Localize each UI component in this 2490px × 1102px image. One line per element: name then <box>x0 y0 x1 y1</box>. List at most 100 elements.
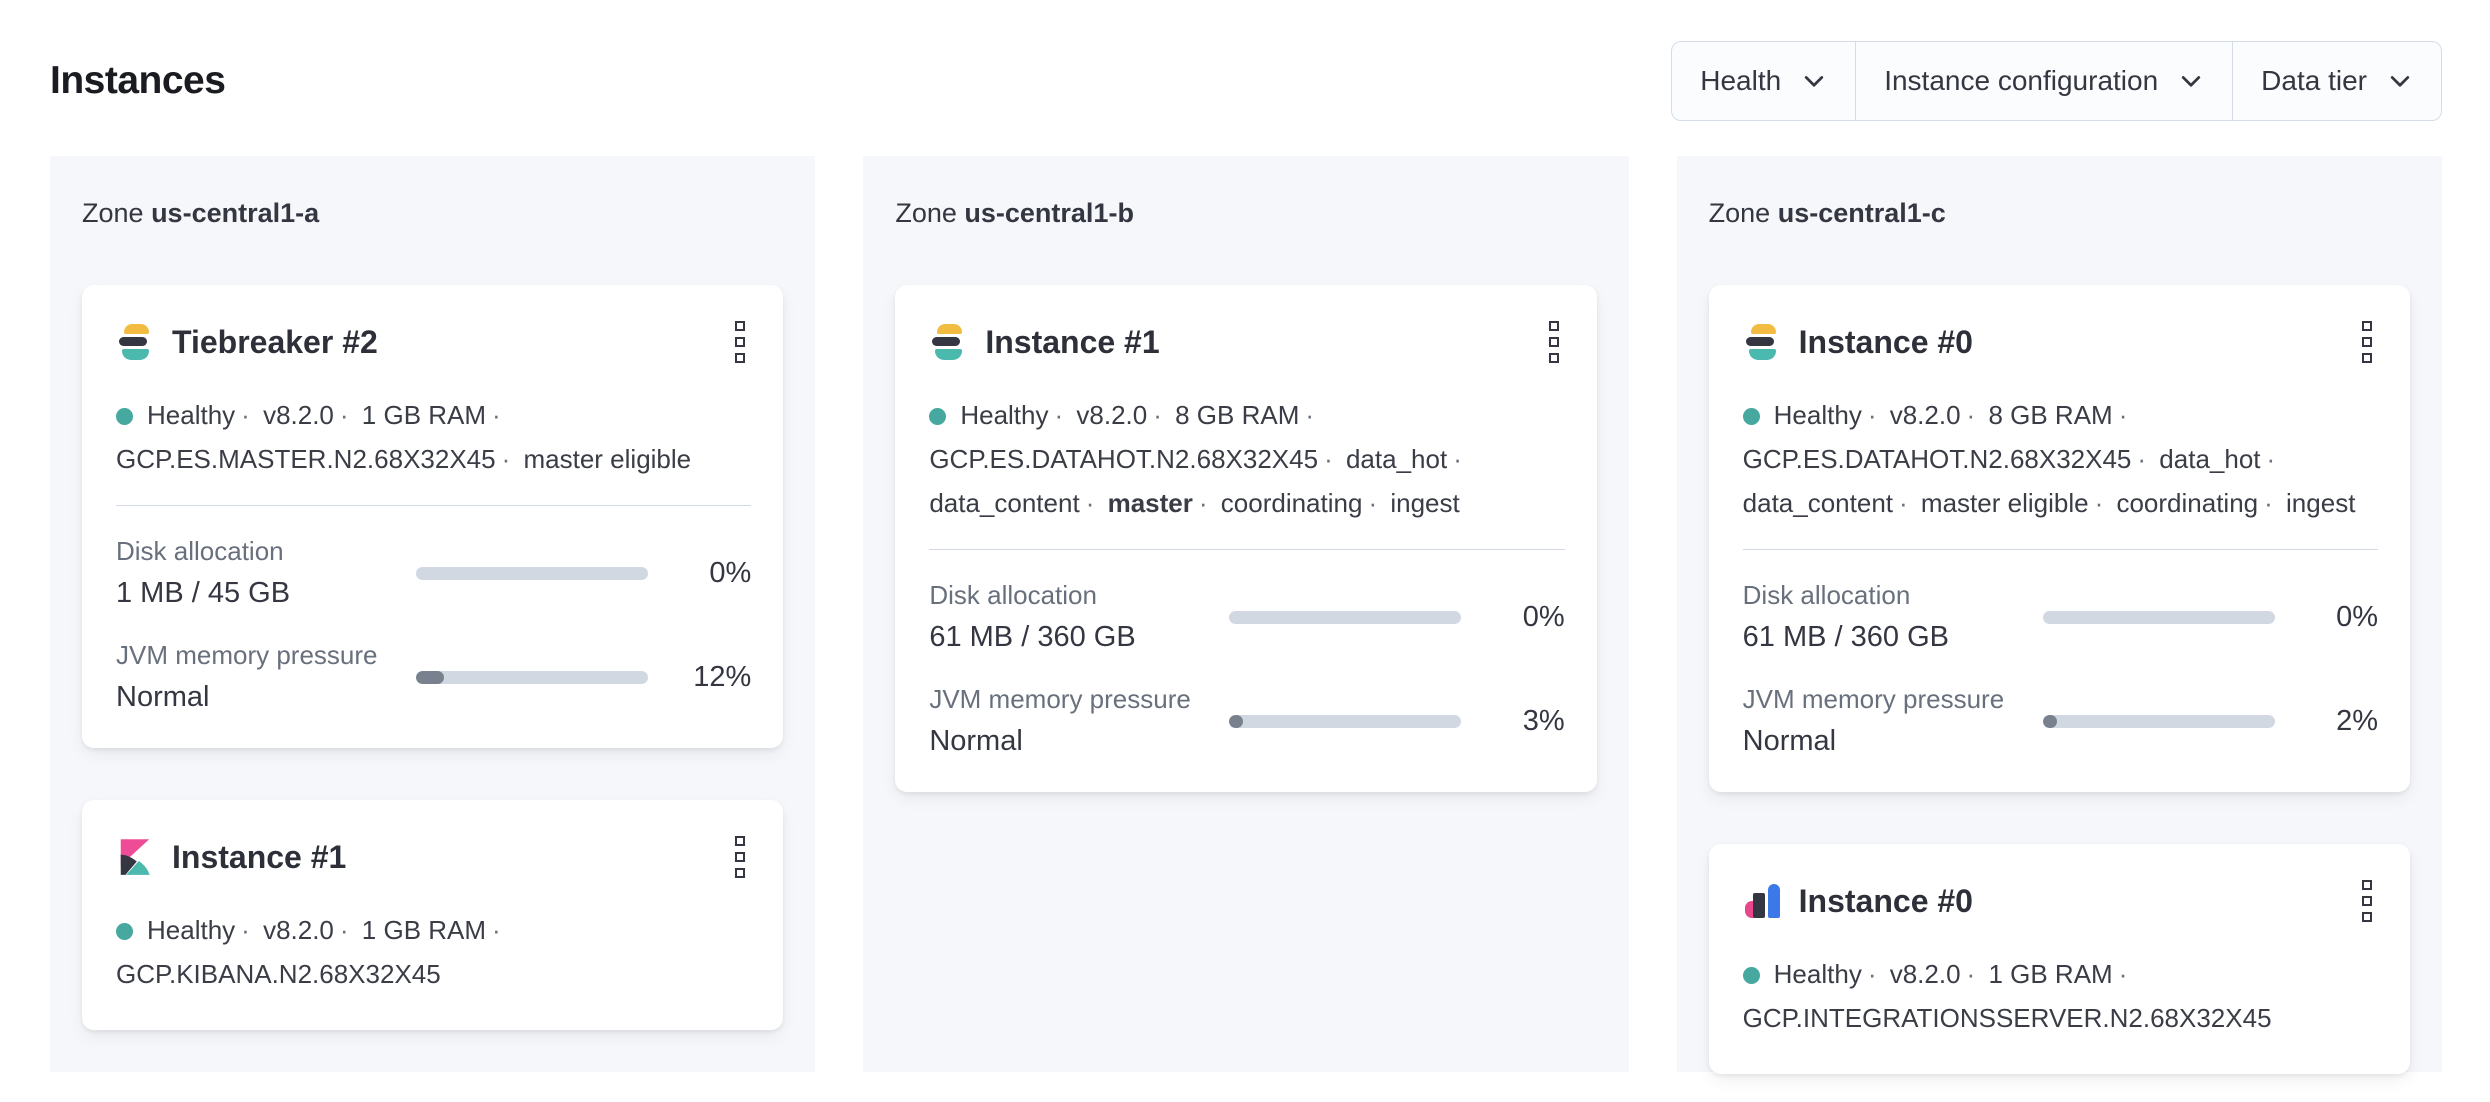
zone-us-central1-b: Zone us-central1-b Instance #1 Healthy · … <box>863 156 1629 1072</box>
instance-card: Instance #0 Healthy · v8.2.0 · 1 GB RAM · G… <box>1708 844 2410 1074</box>
elasticsearch-logo-icon <box>929 323 967 361</box>
health-status-dot <box>929 408 947 425</box>
metric-value: 1 MB / 45 GB <box>116 577 291 609</box>
metric-value: 61 MB / 360 GB <box>929 621 1136 653</box>
instance-title: Instance #1 <box>172 838 347 875</box>
kebab-menu-icon[interactable] <box>729 315 751 369</box>
page-header: Instances Health Instance configuration … <box>0 0 2490 126</box>
status-separator: · <box>2266 444 2276 474</box>
instance-status: Healthy · v8.2.0 · 1 GB RAM · GCP.INTEGRATI… <box>1742 952 2378 1040</box>
metric-value: Normal <box>1742 725 1837 757</box>
status-separator: · <box>1305 400 1315 430</box>
status-separator: · <box>241 400 250 430</box>
instance-title: Instance #0 <box>1798 882 1973 919</box>
zone-label: Zone us-central1-b <box>895 198 1596 229</box>
status-separator: · <box>339 400 349 430</box>
status-segment: v8.2.0 <box>263 915 334 945</box>
status-separator: · <box>1153 400 1162 430</box>
kebab-menu-icon[interactable] <box>729 830 751 884</box>
metric-row-disk: Disk allocation 61 MB / 360 GB 0% <box>1743 580 2378 654</box>
status-segment: v8.2.0 <box>1889 959 1961 989</box>
kebab-menu-icon[interactable] <box>2356 315 2378 369</box>
status-separator: · <box>339 915 349 945</box>
elasticsearch-logo-icon <box>116 323 154 361</box>
status-segment: v8.2.0 <box>263 400 334 430</box>
kebab-menu-icon[interactable] <box>1543 315 1565 369</box>
page-title: Instances <box>50 59 226 102</box>
status-separator: · <box>1054 400 1064 430</box>
metric-label: Disk allocation <box>116 536 284 566</box>
status-separator: · <box>1453 444 1462 474</box>
metric-row-jvm: JVM memory pressure Normal 12% <box>116 640 751 714</box>
status-segment: ingest <box>2286 488 2356 518</box>
metric-label: Disk allocation <box>1742 580 1911 610</box>
status-segment: GCP.INTEGRATIONSSERVER.N2.68X32X45 <box>1742 1003 2272 1033</box>
status-separator: · <box>1324 444 1333 474</box>
filter-instance-configuration-button[interactable]: Instance configuration <box>1855 42 2232 120</box>
status-separator: · <box>492 400 501 430</box>
instance-card: Instance #0 Healthy · v8.2.0 · 8 GB RAM · G… <box>1708 285 2410 792</box>
status-segment: master eligible <box>1920 488 2089 518</box>
progress-bar <box>416 670 648 684</box>
chevron-down-icon <box>2390 76 2410 87</box>
status-segment: master eligible <box>523 444 692 474</box>
status-segment: Healthy <box>147 400 236 430</box>
metric-label: JVM memory pressure <box>116 640 378 670</box>
status-separator: · <box>1085 488 1095 518</box>
card-divider <box>929 549 1565 550</box>
status-segment: 8 GB RAM <box>1988 400 2113 430</box>
status-segment: GCP.KIBANA.N2.68X32X45 <box>116 959 441 989</box>
metric-row-jvm: JVM memory pressure Normal 2% <box>1743 684 2378 758</box>
status-segment: data_content <box>929 488 1080 518</box>
status-segment: GCP.ES.DATAHOT.N2.68X32X45 <box>929 444 1319 474</box>
metric-label: JVM memory pressure <box>929 684 1191 714</box>
metric-percent: 0% <box>709 556 752 589</box>
progress-bar-fill <box>416 670 444 684</box>
status-separator: · <box>1899 488 1908 518</box>
card-header: Instance #0 <box>1743 874 2378 928</box>
zones-row: Zone us-central1-a Tiebreaker #2 Healthy… <box>0 156 2490 1074</box>
instance-status: Healthy · v8.2.0 · 8 GB RAM · GCP.ES.DATAHO… <box>1742 393 2378 525</box>
filter-data-tier-label: Data tier <box>2261 65 2367 96</box>
filter-group: Health Instance configuration Data tier <box>1671 41 2442 121</box>
health-status-dot <box>1742 408 1760 425</box>
status-segment: Healthy <box>1773 400 1862 430</box>
zone-label: Zone us-central1-a <box>82 198 783 229</box>
card-header: Instance #1 <box>929 315 1564 369</box>
status-separator: · <box>1368 488 1378 518</box>
status-segment: data_hot <box>2159 444 2261 474</box>
filter-health-button[interactable]: Health <box>1672 42 1855 120</box>
zone-name: us-central1-b <box>964 198 1134 228</box>
progress-bar <box>2042 610 2275 624</box>
instance-card: Instance #1 Healthy · v8.2.0 · 1 GB RAM · G… <box>82 800 784 1030</box>
status-segment: coordinating <box>1220 488 1363 518</box>
zone-name: us-central1-a <box>151 198 320 228</box>
metric-row-disk: Disk allocation 1 MB / 45 GB 0% <box>116 536 751 610</box>
instance-status: Healthy · v8.2.0 · 8 GB RAM · GCP.ES.DATAHO… <box>929 393 1564 525</box>
status-separator: · <box>2118 400 2128 430</box>
metric-value: Normal <box>929 725 1023 757</box>
progress-bar-fill <box>2042 714 2057 728</box>
progress-bar <box>1229 714 1462 728</box>
instance-title: Instance #1 <box>985 323 1160 360</box>
status-segment: v8.2.0 <box>1889 400 1961 430</box>
kebab-menu-icon[interactable] <box>2356 874 2378 928</box>
status-segment: v8.2.0 <box>1076 400 1148 430</box>
status-separator: · <box>2264 488 2273 518</box>
metric-percent: 0% <box>2336 600 2378 633</box>
filter-instance-configuration-label: Instance configuration <box>1884 65 2159 96</box>
filter-health-label: Health <box>1700 65 1782 96</box>
status-segment: data_hot <box>1345 444 1448 474</box>
metric-value: Normal <box>116 681 210 713</box>
progress-bar-fill <box>1229 714 1244 728</box>
progress-bar <box>2042 714 2275 728</box>
status-segment-master: master <box>1107 488 1193 518</box>
chevron-down-icon <box>1805 76 1824 87</box>
status-segment: Healthy <box>960 400 1049 430</box>
zone-us-central1-a: Zone us-central1-a Tiebreaker #2 Healthy… <box>50 156 816 1072</box>
kibana-logo-icon <box>116 838 154 876</box>
filter-data-tier-button[interactable]: Data tier <box>2232 42 2441 120</box>
elasticsearch-logo-icon <box>1743 323 1781 361</box>
health-status-dot <box>1742 967 1760 984</box>
